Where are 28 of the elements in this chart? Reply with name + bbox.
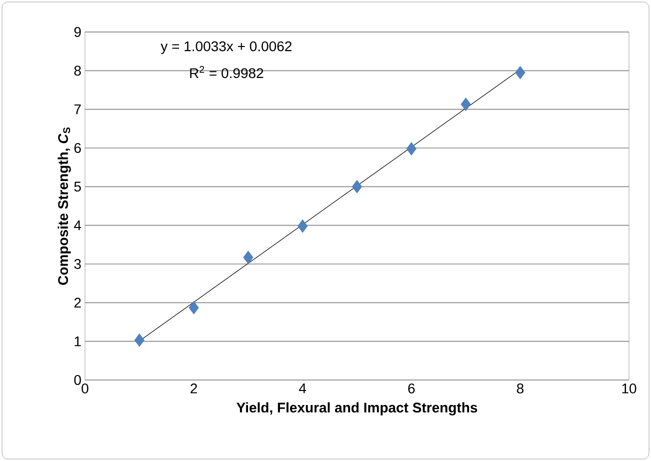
x-axis-title: Yield, Flexural and Impact Strengths (236, 402, 478, 416)
y-tick-label: 5 (74, 182, 81, 192)
x-tick-label: 10 (622, 384, 636, 394)
y-tick-label: 3 (74, 259, 81, 269)
x-tick-label: 6 (408, 384, 415, 394)
point (188, 300, 199, 314)
x-tick-label: 8 (516, 384, 524, 394)
point (515, 66, 526, 80)
annotation: R$^{2}$ = 0.9982 (190, 66, 264, 78)
y-tick-label: 7 (74, 104, 81, 114)
y-tick-label: 0 (74, 375, 81, 385)
y-axis-title: Composite Strength, C$_{S}$ (58, 127, 71, 285)
y-tick-label: 1 (74, 336, 81, 346)
annotation: y = 1.0033x + 0.0062 (160, 41, 292, 54)
y-tick-label: 8 (74, 66, 81, 76)
y-tick-label: 9 (74, 27, 81, 37)
y-tick-label: 2 (74, 298, 81, 308)
x-tick-label: 4 (299, 384, 306, 394)
y-tick-label: 4 (74, 220, 82, 230)
point (460, 98, 471, 112)
x-tick-label: 2 (190, 384, 197, 394)
y-tick-label: 6 (74, 143, 81, 153)
x-tick-label: 0 (82, 384, 88, 394)
point (243, 250, 254, 264)
point (406, 142, 416, 156)
point (298, 219, 308, 233)
point (352, 180, 362, 194)
point (134, 333, 144, 347)
